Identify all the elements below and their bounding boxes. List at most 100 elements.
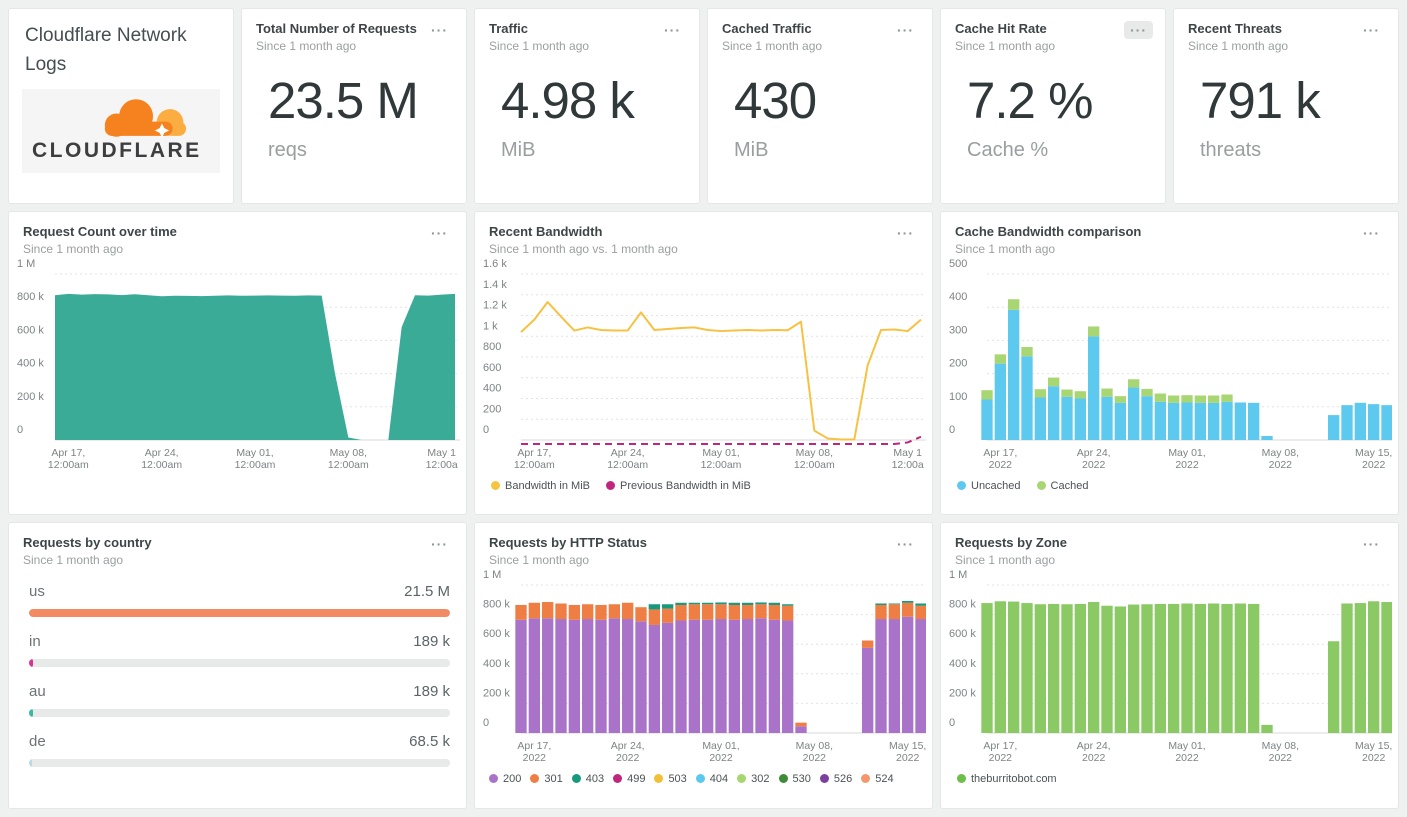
country-bar-track[interactable]	[29, 658, 450, 667]
legend-item[interactable]: 404	[695, 773, 728, 785]
panel-menu-button[interactable]: ···	[425, 535, 454, 553]
ellipsis-icon: ···	[1363, 225, 1380, 241]
stat-value: 430	[734, 72, 817, 130]
legend-item[interactable]: 526	[819, 773, 852, 785]
svg-text:0: 0	[949, 717, 955, 729]
panel-subtitle: Since 1 month ago	[1188, 38, 1289, 53]
cloudflare-logo: CLOUDFLARE	[22, 89, 220, 173]
stat-unit: MiB	[501, 139, 536, 162]
panel-menu-button[interactable]: ···	[891, 535, 920, 553]
chart-legend: 200 301 403 499 503 404 302 530 526 524	[475, 767, 932, 797]
panel-subtitle: Since 1 month ago	[955, 552, 1056, 567]
svg-text:May 08,12:00am: May 08, 12:00am	[328, 447, 369, 471]
country-row: us 21.5 M	[29, 583, 450, 617]
svg-text:800: 800	[483, 341, 501, 353]
svg-text:200 k: 200 k	[483, 687, 510, 699]
panel-total-requests: Total Number of Requests Since 1 month a…	[241, 8, 467, 204]
country-value: 189 k	[413, 632, 450, 650]
panel-title: Recent Threats	[1188, 21, 1282, 36]
panel-subtitle: Since 1 month ago	[489, 552, 590, 567]
svg-text:0: 0	[949, 424, 955, 436]
legend-dot-icon	[737, 774, 747, 784]
country-label: de	[29, 732, 46, 750]
http-status-chart[interactable]: 0 200 k 400 k 600 k 800 k 1 M Apr 17, 2022 Apr 2…	[481, 567, 926, 767]
stat-unit: threats	[1200, 139, 1262, 162]
panel-menu-button[interactable]: ···	[891, 224, 920, 242]
recent-bandwidth-chart[interactable]: 0 200 400 600 800 1 k 1.2 k 1.4 k 1.6 k Apr 17, 12…	[481, 256, 926, 474]
requests-by-zone-chart[interactable]: 0 200 k 400 k 600 k 800 k 1 M Apr 17, 2022 Apr 2…	[947, 567, 1392, 767]
panel-subtitle: Since 1 month ago	[23, 552, 124, 567]
country-row: de 68.5 k	[29, 733, 450, 767]
svg-text:May 01,2022: May 01, 2022	[1168, 740, 1205, 764]
legend-item[interactable]: 200	[489, 773, 521, 785]
panel-request-count: Request Count over time Since 1 month ag…	[8, 211, 467, 515]
panel-title: Requests by HTTP Status	[489, 535, 647, 550]
chart-legend: theburritobot.com	[941, 767, 1398, 797]
panel-menu-button[interactable]: ···	[891, 21, 920, 39]
country-value: 189 k	[413, 682, 450, 700]
svg-text:800 k: 800 k	[949, 598, 976, 610]
legend-item[interactable]: 301	[530, 772, 563, 785]
panel-menu-button[interactable]: ···	[1357, 535, 1386, 553]
legend-label: 503	[668, 772, 687, 785]
legend-label: 524	[875, 772, 894, 785]
svg-text:May 15,2022: May 15, 2022	[1355, 740, 1392, 764]
legend-item[interactable]: 503	[654, 772, 687, 785]
legend-dot-icon	[489, 774, 498, 784]
panel-menu-button[interactable]: ···	[1124, 21, 1153, 39]
panel-menu-button[interactable]: ···	[425, 21, 454, 39]
stat-value: 23.5 M	[268, 72, 419, 130]
legend-item[interactable]: Bandwidth in MiB	[491, 480, 590, 492]
country-bar-track[interactable]	[29, 708, 450, 717]
stat-unit: reqs	[268, 139, 307, 162]
country-bar-fill	[29, 708, 34, 717]
legend-dot-icon	[606, 481, 615, 491]
svg-text:600 k: 600 k	[17, 324, 44, 336]
legend-item[interactable]: 524	[861, 772, 894, 785]
panel-menu-button[interactable]: ···	[1357, 21, 1386, 39]
chart-area: 0 200 k 400 k 600 k 800 k 1 M Apr 17, 2022 Apr 2…	[947, 567, 1392, 767]
panel-subtitle: Since 1 month ago	[955, 38, 1056, 53]
legend-dot-icon	[491, 481, 500, 491]
stat-value: 791 k	[1200, 72, 1321, 130]
ellipsis-icon: ···	[1363, 22, 1380, 38]
legend-item[interactable]: 403	[571, 773, 604, 785]
svg-text:May 15,2022: May 15, 2022	[1355, 447, 1392, 471]
panel-menu-button[interactable]: ···	[658, 21, 687, 39]
legend-item[interactable]: 499	[613, 773, 645, 785]
ellipsis-icon: ···	[1363, 536, 1380, 552]
request-count-chart[interactable]: 0 200 k 400 k 600 k 800 k 1 M Apr 17, 12:00am Ap…	[15, 256, 460, 474]
svg-text:Apr 24,12:00am: Apr 24, 12:00am	[141, 447, 182, 471]
panel-title: Recent Bandwidth	[489, 224, 603, 239]
chart-legend: Bandwidth in MiB Previous Bandwidth in Mi…	[475, 474, 932, 504]
stat-row: Cloudflare Network Logs CLOUDFLARE Total…	[8, 8, 1399, 204]
cloudflare-wordmark: CLOUDFLARE	[32, 139, 202, 162]
legend-item[interactable]: 530	[778, 773, 811, 785]
panel-subtitle: Since 1 month ago	[489, 38, 590, 53]
legend-label: theburritobot.com	[971, 772, 1057, 785]
legend-item[interactable]: theburritobot.com	[957, 773, 1057, 785]
legend-item[interactable]: Cached	[1036, 480, 1088, 492]
svg-text:400: 400	[483, 382, 501, 394]
svg-text:May 01,2022: May 01, 2022	[702, 740, 739, 764]
panel-menu-button[interactable]: ···	[425, 224, 454, 242]
cache-bandwidth-chart[interactable]: 0 100 200 300 400 500 Apr 17, 2022 Apr 24, 2022 Ma…	[947, 256, 1392, 474]
svg-text:Apr 17,12:00am: Apr 17, 12:00am	[514, 447, 555, 471]
legend-dot-icon	[571, 774, 581, 784]
svg-text:400: 400	[949, 291, 967, 303]
ellipsis-icon: ···	[431, 22, 448, 38]
panel-menu-button[interactable]: ···	[1357, 224, 1386, 242]
ellipsis-icon: ···	[1130, 22, 1147, 38]
legend-item[interactable]: Previous Bandwidth in MiB	[606, 480, 751, 492]
legend-item[interactable]: Uncached	[957, 480, 1021, 492]
panel-requests-by-http-status: Requests by HTTP Status Since 1 month ag…	[474, 522, 933, 809]
legend-item[interactable]: 302	[737, 773, 770, 785]
legend-dot-icon	[861, 774, 871, 784]
svg-text:400 k: 400 k	[483, 658, 510, 670]
legend-label: 301	[544, 772, 563, 785]
svg-text:Apr 17,2022: Apr 17, 2022	[983, 740, 1017, 764]
country-bar-track[interactable]	[29, 758, 450, 767]
legend-label: Previous Bandwidth in MiB	[620, 479, 751, 492]
country-bar-track[interactable]	[29, 608, 450, 617]
svg-text:200: 200	[949, 357, 967, 369]
